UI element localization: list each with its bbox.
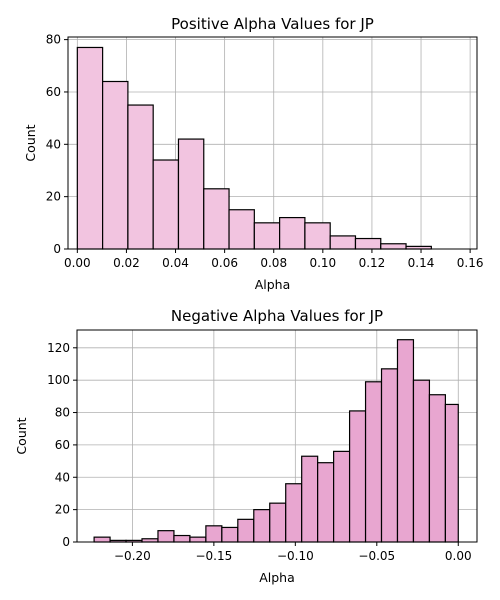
y-tick-label: 20 bbox=[46, 190, 61, 204]
chart-title: Negative Alpha Values for JP bbox=[171, 307, 383, 325]
histogram-bar bbox=[203, 188, 230, 250]
histogram-bar bbox=[412, 379, 431, 543]
histogram-bar bbox=[279, 216, 306, 250]
y-axis-ticks: 0 20 40 60 80 bbox=[46, 33, 68, 256]
y-tick-label: 40 bbox=[55, 470, 70, 484]
histogram-bar bbox=[380, 243, 407, 250]
y-axis-ticks: 0 20 40 60 80 100 120 bbox=[47, 341, 77, 549]
y-tick-label: 40 bbox=[46, 137, 61, 151]
x-axis-ticks: −0.20 −0.15 −0.10 −0.05 0.00 bbox=[114, 542, 472, 563]
histogram-bar bbox=[348, 410, 367, 543]
y-tick-label: 20 bbox=[55, 503, 70, 517]
histogram-bar bbox=[189, 536, 207, 543]
histogram-bar bbox=[253, 509, 271, 543]
x-tick-label: 0.06 bbox=[211, 256, 238, 270]
negative-alpha-histogram: −0.20 −0.15 −0.10 −0.05 0.00 0 20 40 60 80 100 120… bbox=[14, 307, 478, 585]
x-tick-label: 0.08 bbox=[260, 256, 287, 270]
histogram-bar bbox=[102, 80, 129, 250]
histogram-bar bbox=[205, 525, 223, 543]
histogram-bar bbox=[444, 403, 459, 543]
positive-alpha-histogram: 0.00 0.02 0.04 0.06 0.08 0.10 0.12 0.14 0.16 0 20… bbox=[23, 15, 483, 292]
x-axis-ticks: 0.00 0.02 0.04 0.06 0.08 0.10 0.12 0.14 0.16 bbox=[64, 249, 484, 270]
x-tick-label: 0.12 bbox=[359, 256, 386, 270]
histogram-bar bbox=[428, 394, 446, 543]
y-tick-label: 60 bbox=[55, 438, 70, 452]
histogram-bar bbox=[364, 381, 383, 543]
x-axis-label: Alpha bbox=[259, 570, 295, 585]
x-tick-label: 0.02 bbox=[113, 256, 140, 270]
y-tick-label: 60 bbox=[46, 85, 61, 99]
y-tick-label: 120 bbox=[47, 341, 70, 355]
histogram-bar bbox=[317, 462, 335, 543]
histogram-bar bbox=[285, 483, 303, 543]
histogram-bar bbox=[93, 536, 111, 543]
y-axis-label: Count bbox=[23, 124, 38, 161]
histogram-bar bbox=[157, 530, 175, 543]
histogram-bar bbox=[228, 209, 255, 250]
histogram-bar bbox=[333, 450, 351, 543]
histogram-bars bbox=[93, 339, 459, 543]
histogram-bar bbox=[269, 502, 287, 543]
x-tick-label: −0.15 bbox=[195, 549, 232, 563]
histogram-bar bbox=[354, 237, 382, 250]
histogram-bar bbox=[380, 368, 399, 543]
y-tick-label: 0 bbox=[62, 535, 70, 549]
histogram-bar bbox=[173, 534, 191, 543]
histogram-bar bbox=[329, 235, 357, 250]
x-tick-label: −0.05 bbox=[358, 549, 395, 563]
histogram-bar bbox=[221, 526, 239, 543]
x-axis-label: Alpha bbox=[255, 277, 291, 292]
histogram-bar bbox=[304, 222, 331, 250]
histogram-bars bbox=[76, 46, 432, 250]
plot-frame bbox=[76, 329, 478, 543]
chart-title: Positive Alpha Values for JP bbox=[171, 15, 374, 33]
histogram-bar bbox=[127, 104, 154, 250]
histogram-bar bbox=[396, 339, 415, 543]
x-tick-label: −0.20 bbox=[114, 549, 151, 563]
x-tick-label: 0.10 bbox=[309, 256, 336, 270]
histogram-bar bbox=[253, 222, 281, 250]
histogram-bar bbox=[301, 455, 319, 543]
y-tick-label: 0 bbox=[53, 242, 61, 256]
y-tick-label: 80 bbox=[55, 406, 70, 420]
histogram-bar bbox=[76, 46, 104, 250]
y-tick-label: 80 bbox=[46, 33, 61, 47]
histogram-bar bbox=[237, 518, 255, 543]
x-tick-label: −0.10 bbox=[277, 549, 314, 563]
x-tick-label: 0.00 bbox=[64, 256, 91, 270]
y-axis-label: Count bbox=[14, 417, 29, 454]
histogram-bar bbox=[177, 138, 205, 250]
y-tick-label: 100 bbox=[47, 373, 70, 387]
x-tick-label: 0.04 bbox=[162, 256, 189, 270]
x-tick-label: 0.16 bbox=[457, 256, 484, 270]
x-tick-label: 0.14 bbox=[408, 256, 435, 270]
histogram-bar bbox=[152, 159, 180, 250]
plot-frame bbox=[67, 36, 478, 250]
x-tick-label: 0.00 bbox=[445, 549, 472, 563]
